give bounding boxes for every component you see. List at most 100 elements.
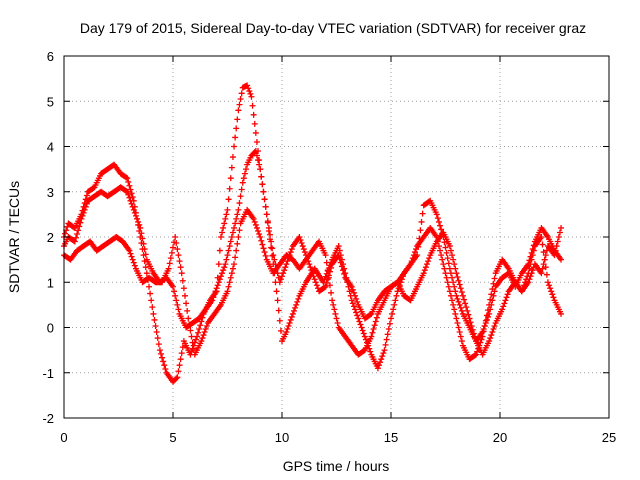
- data-point: [474, 348, 481, 355]
- data-point: [456, 281, 463, 288]
- y-axis-label: SDTVAR / TECUs: [6, 181, 22, 293]
- data-point: [504, 291, 511, 298]
- data-point: [473, 351, 480, 358]
- data-point: [186, 321, 193, 328]
- data-point: [452, 265, 459, 272]
- chart-title: Day 179 of 2015, Sidereal Day-to-day VTE…: [80, 20, 586, 36]
- data-point: [234, 211, 241, 218]
- data-point: [255, 227, 262, 234]
- data-point: [385, 326, 392, 333]
- data-point: [137, 224, 144, 231]
- data-point: [301, 249, 308, 256]
- data-point: [264, 218, 271, 225]
- data-point: [213, 285, 220, 292]
- data-point: [331, 306, 338, 313]
- data-point: [265, 224, 272, 231]
- data-point: [501, 300, 508, 307]
- data-point: [336, 255, 343, 262]
- data-point: [179, 344, 186, 351]
- data-point: [253, 152, 260, 159]
- data-point: [233, 215, 240, 222]
- data-point: [149, 304, 156, 311]
- data-point: [542, 252, 549, 259]
- data-point: [540, 249, 547, 256]
- data-point: [232, 134, 239, 141]
- data-point: [367, 311, 374, 318]
- data-point: [354, 298, 361, 305]
- data-point: [447, 270, 454, 277]
- data-point: [471, 352, 478, 359]
- data-point: [173, 297, 180, 304]
- data-point: [356, 318, 363, 325]
- data-point: [240, 175, 247, 182]
- y-tick-label: 5: [47, 94, 54, 109]
- data-point: [229, 229, 236, 236]
- data-point: [483, 316, 490, 323]
- data-point: [126, 247, 133, 254]
- data-point: [214, 282, 221, 289]
- data-point: [224, 252, 231, 259]
- data-point: [326, 282, 333, 289]
- data-point: [282, 264, 289, 271]
- data-point: [366, 345, 373, 352]
- x-tick-label: 25: [602, 430, 616, 445]
- data-point: [124, 188, 131, 195]
- data-point: [458, 289, 465, 296]
- data-point: [232, 254, 239, 261]
- data-point: [176, 258, 183, 265]
- x-tick-label: 20: [493, 430, 507, 445]
- data-point: [349, 286, 356, 293]
- data-point: [170, 244, 176, 251]
- data-point: [261, 249, 268, 256]
- data-point: [452, 288, 459, 295]
- data-point: [281, 267, 288, 274]
- data-point: [184, 307, 191, 314]
- data-point: [153, 329, 160, 336]
- data-point: [215, 261, 222, 268]
- data-point: [203, 322, 210, 329]
- data-point: [190, 345, 197, 352]
- data-point: [130, 259, 137, 266]
- data-point: [253, 224, 260, 231]
- data-point: [261, 196, 268, 203]
- data-point: [500, 303, 507, 310]
- data-point: [360, 347, 367, 354]
- data-point: [241, 170, 248, 177]
- data-point: [176, 362, 183, 369]
- data-point: [486, 310, 493, 317]
- data-point: [226, 243, 233, 250]
- data-point: [328, 264, 335, 271]
- y-tick-label: 0: [47, 321, 54, 336]
- y-tick-label: -2: [42, 411, 54, 426]
- data-point: [371, 322, 378, 329]
- data-point: [340, 267, 347, 274]
- data-point: [482, 319, 489, 326]
- data-point: [227, 175, 234, 182]
- data-point: [138, 230, 145, 237]
- data-point: [548, 288, 555, 295]
- data-point: [556, 229, 563, 236]
- data-point: [434, 215, 441, 222]
- data-point: [151, 316, 158, 323]
- data-point: [360, 330, 367, 337]
- data-point: [382, 341, 389, 348]
- data-point: [359, 327, 366, 334]
- data-point: [192, 336, 199, 343]
- data-point: [175, 368, 182, 375]
- data-point: [142, 251, 149, 258]
- data-point: [530, 242, 537, 249]
- data-point: [127, 250, 134, 257]
- y-tick-label: 2: [47, 230, 54, 245]
- data-point: [453, 315, 460, 322]
- data-point: [236, 101, 243, 108]
- data-point: [558, 256, 565, 263]
- data-point: [231, 224, 238, 231]
- data-point: [293, 301, 300, 308]
- data-point: [226, 185, 233, 192]
- data-point: [325, 274, 332, 281]
- data-point: [527, 273, 534, 280]
- data-point: [183, 300, 190, 307]
- data-point: [525, 279, 532, 286]
- data-point: [251, 218, 258, 225]
- data-point: [471, 334, 478, 341]
